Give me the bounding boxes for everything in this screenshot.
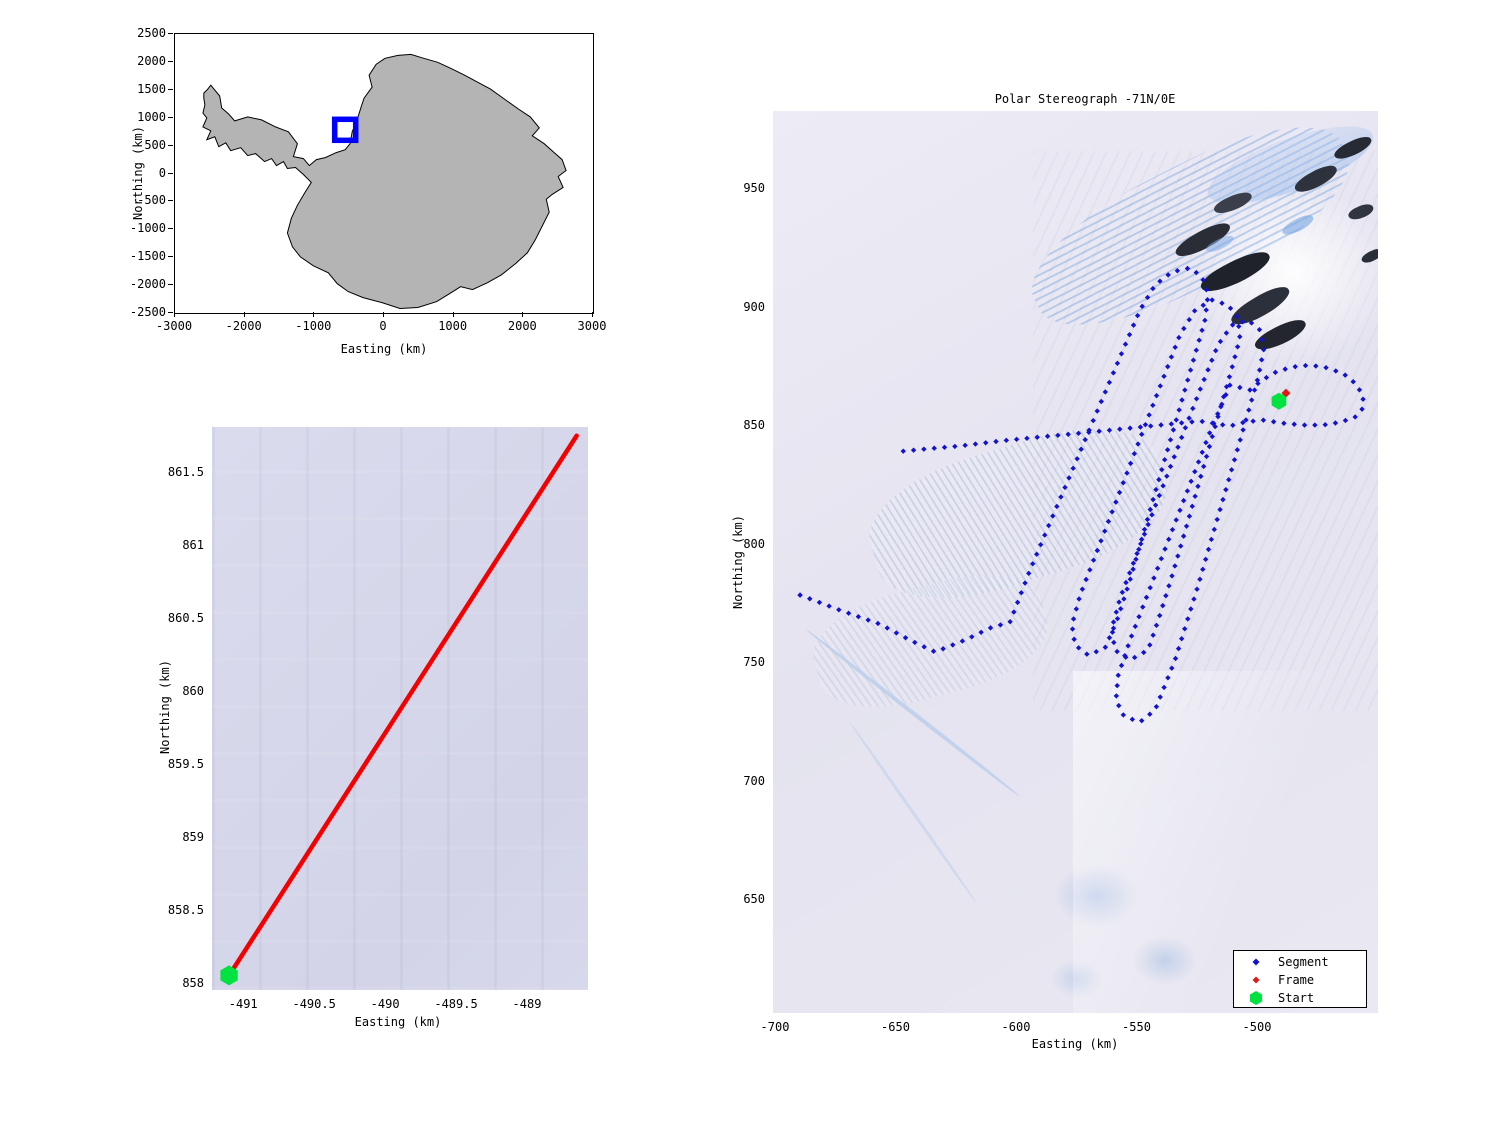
x-tick-label: -489.5 [434,997,478,1011]
x-tick-label: -490 [370,997,400,1011]
x-tick-label: -600 [1001,1020,1031,1034]
segment-ylabel: Northing (km) [158,660,172,754]
overview-axes [174,33,594,314]
x-tick-label: -1000 [295,319,332,333]
y-tick-label: 750 [743,655,765,670]
y-tick-label: 1500 [137,81,166,96]
start-marker-icon [1234,990,1278,1006]
x-tick-label: 0 [379,319,387,333]
flight-path-svg [797,265,1366,724]
segment-axes [212,427,588,990]
x-tick-label: -3000 [155,319,193,333]
y-tick-label: -500 [137,193,166,208]
y-tick-label: 700 [743,773,765,788]
y-tick-label: 2500 [137,26,166,40]
legend-box: Segment Frame Start [1233,950,1367,1008]
x-tick-label: -489 [512,997,542,1011]
x-tick-label: -500 [1242,1020,1272,1034]
frame-marker-icon [1234,972,1278,988]
y-tick-label: 860 [182,683,204,698]
flight-map-title: Polar Stereograph -71N/0E [994,92,1176,106]
y-tick-label: -2500 [129,305,166,319]
y-tick-label: 800 [743,536,765,551]
x-tick-label: 3000 [577,319,607,333]
y-tick-label: 859 [182,829,204,844]
legend-label: Frame [1278,973,1315,987]
legend-label: Start [1278,991,1315,1005]
y-tick-label: 650 [743,892,765,907]
x-tick-label: -550 [1122,1020,1151,1034]
legend-label: Segment [1278,955,1329,969]
flight-xlabel: Easting (km) [1031,1037,1119,1051]
y-tick-label: 500 [144,137,166,152]
x-tick-label: 1000 [438,319,468,333]
y-tick-label: 860.5 [167,611,204,626]
antarctica-coastline-svg [202,53,567,310]
y-tick-label: 950 [743,181,765,196]
segment-line-svg [220,433,579,986]
x-tick-label: -491 [228,997,258,1011]
flight-axes [773,111,1378,1013]
y-tick-label: 861.5 [167,465,204,480]
y-tick-label: 1000 [137,109,166,124]
x-tick-label: 2000 [507,319,537,333]
y-tick-label: 0 [158,165,166,180]
y-tick-label: -1500 [129,249,166,264]
y-tick-label: -2000 [129,277,166,292]
legend-item-frame: Frame [1234,971,1366,989]
legend-item-segment: Segment [1234,953,1366,971]
x-tick-label: -650 [881,1020,910,1034]
x-tick-label: -2000 [225,319,262,333]
x-tick-label: -490.5 [292,997,336,1011]
y-tick-label: 861 [182,538,204,553]
y-tick-label: 858.5 [167,902,204,917]
y-tick-label: 858 [182,975,204,990]
y-tick-label: 850 [743,418,765,433]
overview-xlabel: Easting (km) [340,342,428,356]
flight-ylabel: Northing (km) [731,515,745,609]
segment-marker-icon [1234,954,1278,970]
y-tick-label: 859.5 [167,756,204,771]
y-tick-label: 2000 [137,53,166,68]
segment-xlabel: Easting (km) [354,1015,442,1029]
legend-item-start: Start [1234,989,1366,1007]
y-tick-label: -1000 [129,221,166,236]
y-tick-label: 900 [743,299,765,314]
x-tick-label: -700 [760,1020,790,1034]
